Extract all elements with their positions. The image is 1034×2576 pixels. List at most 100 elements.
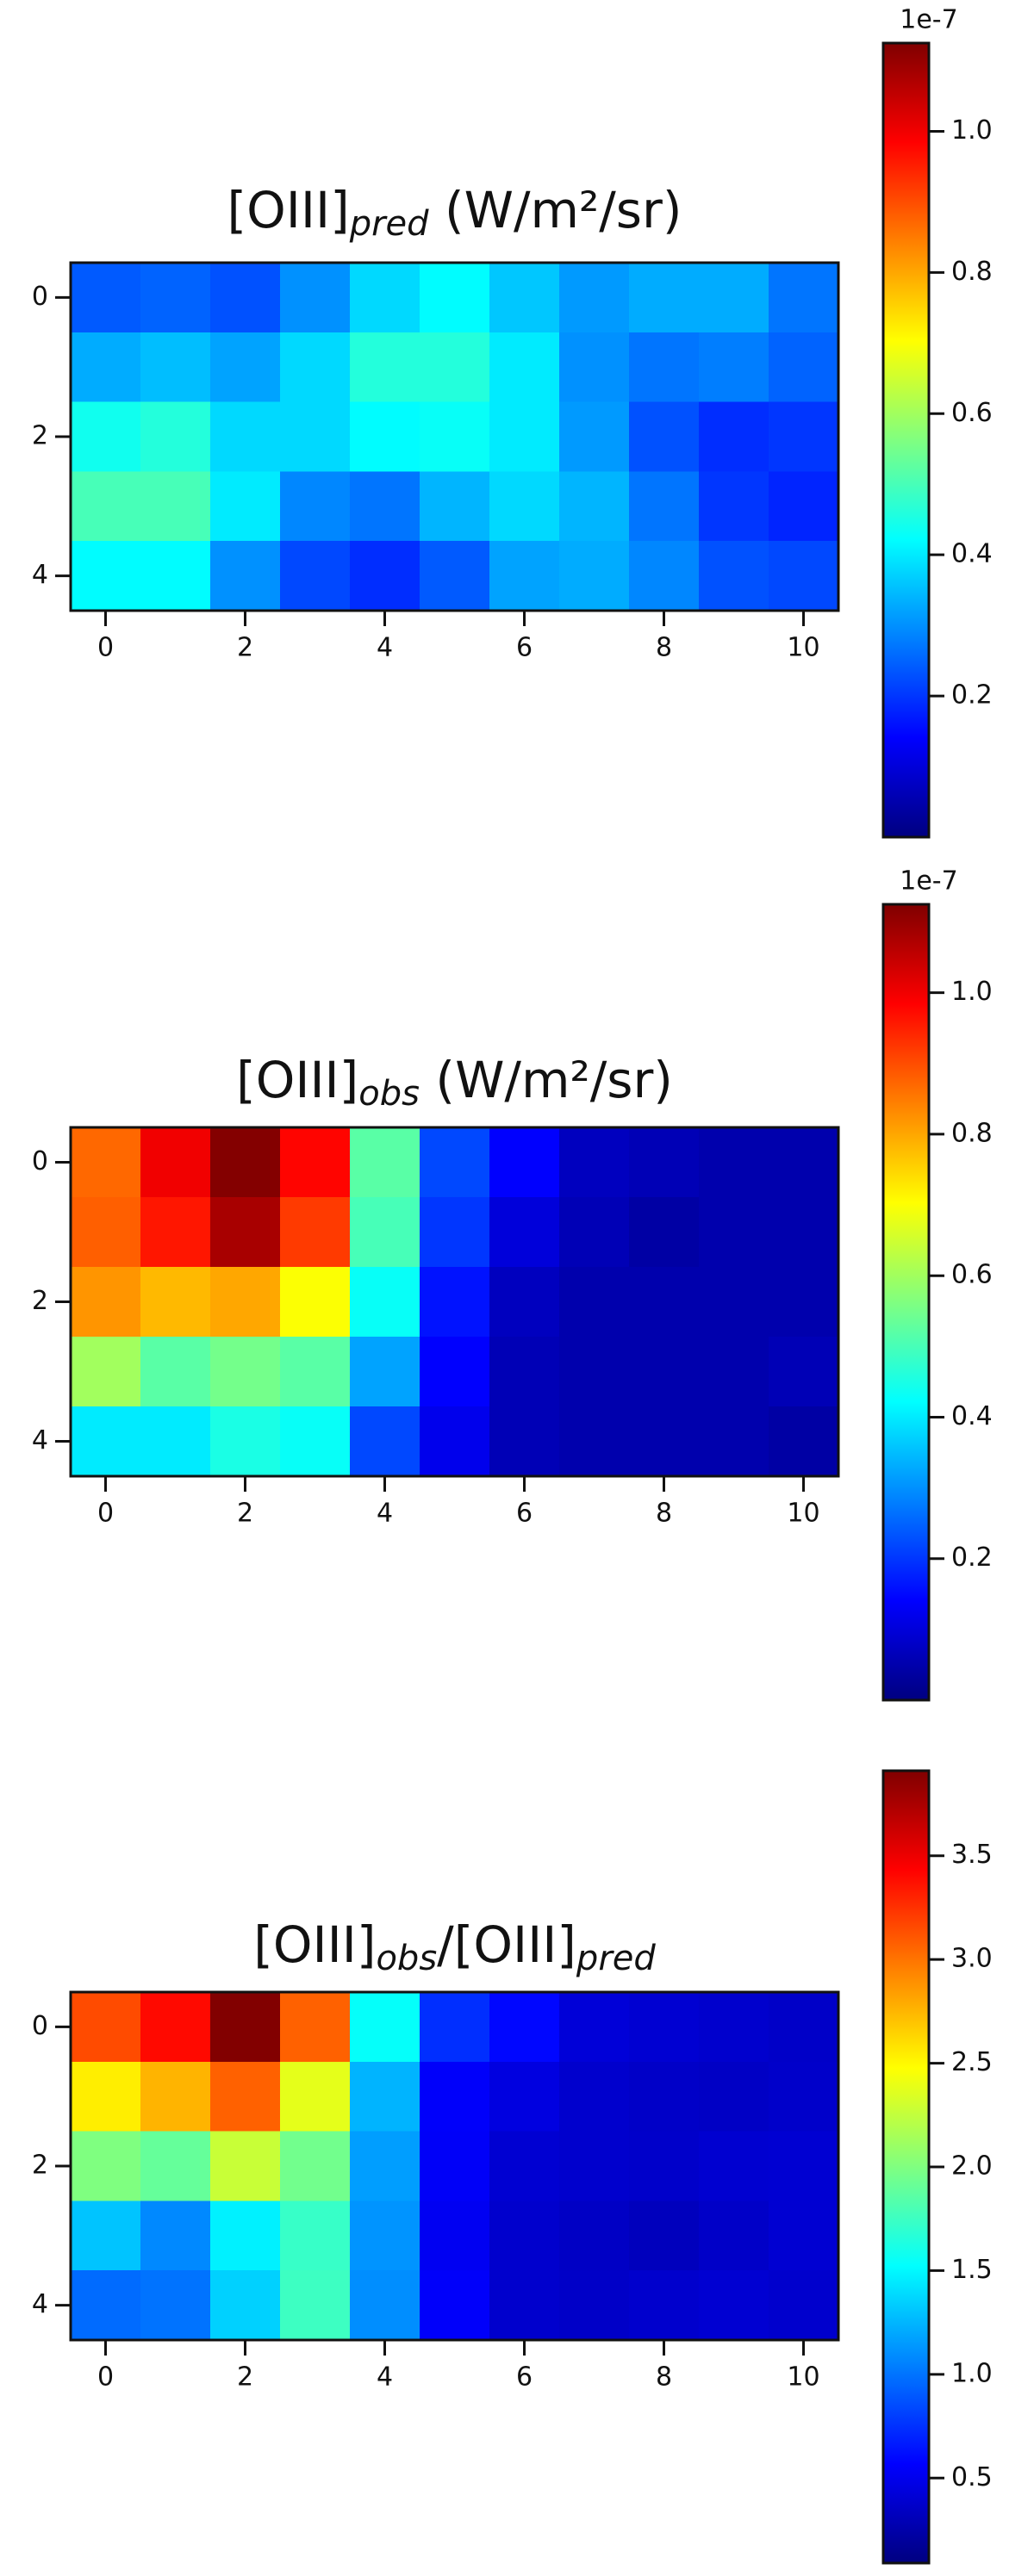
colorbar-tick-label: 1.0 [951,977,993,1007]
title-part: (W/m²/sr) [420,1051,673,1109]
heatmap-cell [280,2270,351,2341]
heatmap-cell [559,2200,630,2271]
heatmap-cell [489,332,560,403]
heatmap-cell [71,2270,141,2341]
heatmap-cell [420,1197,490,1268]
heatmap-cell [559,2061,630,2132]
x-tick-label: 2 [237,1499,253,1529]
colorbar-tick-label: 1.5 [951,2255,993,2285]
title-part: obs [376,1939,437,1978]
heatmap-cell [699,1197,769,1268]
colorbar-offset: 1e-7 [900,866,957,897]
panel: 0 2 4 6 8 10 0 2 4 [OIII]obs/[OIII]pred 0.5 1.0 1.5 2… [32,1769,993,2565]
title-part: (W/m²/sr) [429,181,682,239]
y-tick-label: 4 [32,560,48,590]
heatmap-cell [350,332,420,403]
heatmap-cell [350,1406,420,1477]
heatmap-cell [71,1127,141,1198]
heatmap-cell [769,1197,839,1268]
heatmap-cell [559,2131,630,2201]
heatmap-cell [280,1197,351,1268]
heatmap-cell [420,1127,490,1198]
heatmap-cell [71,1197,141,1268]
colorbar-tick-label: 0.4 [951,1401,993,1431]
x-tick-label: 10 [787,1499,819,1529]
heatmap-cell [769,2270,839,2341]
heatmap-cell [629,2200,700,2271]
heatmap-cell [140,2270,211,2341]
colorbar-tick-label: 0.6 [951,1260,993,1290]
heatmap-cell [210,1267,281,1338]
y-tick-label: 4 [32,2289,48,2319]
heatmap-cell [489,401,560,472]
heatmap-cell [769,541,839,611]
heatmap-cell [140,1992,211,2063]
heatmap-cell [629,1197,700,1268]
colorbar-tick-label: 0.2 [951,680,993,711]
x-tick-label: 2 [237,2362,253,2393]
heatmap-cell [140,2131,211,2201]
colorbar-tick-label: 3.0 [951,1944,993,1974]
colorbar-tick-label: 1.0 [951,115,993,146]
heatmap-cell [210,401,281,472]
heatmap-cell [210,332,281,403]
heatmap-cell [280,1127,351,1198]
heatmap-cell [71,2200,141,2271]
heatmap-cell [699,332,769,403]
colorbar-tick-label: 0.5 [951,2462,993,2492]
colorbar-tick-label: 0.8 [951,1118,993,1148]
heatmap-cell [559,471,630,542]
heatmap-cell [140,2200,211,2271]
heatmap-cell [699,2200,769,2271]
heatmap-cell [280,2200,351,2271]
heatmap-cell [559,1127,630,1198]
colorbar-tick-label: 0.8 [951,257,993,287]
title-part: [OIII] [236,1051,358,1109]
chart-title: [OIII]obs/[OIII]pred [253,1915,656,1978]
heatmap-cell [699,1267,769,1338]
heatmap-cell [559,541,630,611]
heatmap-cell [280,2061,351,2132]
heatmap-cell [350,1992,420,2063]
heatmap-cell [350,2270,420,2341]
y-tick-label: 4 [32,1425,48,1456]
heatmap-cell [350,1127,420,1198]
x-tick-label: 4 [377,1499,393,1529]
heatmap-cell [71,2131,141,2201]
heatmap-cell [71,1992,141,2063]
colorbar-offset: 1e-7 [900,5,957,35]
panel: 0 2 4 6 8 10 0 2 4 [OIII]obs (W/m²/sr) 0.2 0.4 0.6 0.… [32,866,993,1702]
heatmap-cell [71,263,141,333]
colorbar-tick-label: 2.0 [951,2151,993,2182]
heatmap-cell [280,263,351,333]
heatmap-cell [210,2200,281,2271]
heatmap-cell [699,1406,769,1477]
heatmap-cell [140,332,211,403]
colorbar-tick-label: 2.5 [951,2047,993,2077]
heatmap-cell [489,1267,560,1338]
heatmap-cell [210,2061,281,2132]
colorbar-tick-label: 1.0 [951,2358,993,2388]
heatmap-cell [350,263,420,333]
heatmap-cell [420,1992,490,2063]
heatmap-cell [140,263,211,333]
heatmap-cell [140,1406,211,1477]
heatmap-cell [350,2131,420,2201]
heatmap-cell [350,2200,420,2271]
heatmap-cell [489,1337,560,1407]
heatmap-cell [210,1197,281,1268]
heatmap-cell [699,263,769,333]
heatmap-cell [210,541,281,611]
heatmap-cell [489,2061,560,2132]
x-tick-label: 6 [516,2362,533,2393]
heatmap-cell [350,1267,420,1338]
heatmap-cell [140,471,211,542]
heatmap-cell [71,2061,141,2132]
heatmap-cell [210,263,281,333]
heatmap-cell [629,1127,700,1198]
heatmap-cell [350,541,420,611]
heatmap-cell [629,1406,700,1477]
heatmap-cell [210,471,281,542]
heatmap-cell [420,541,490,611]
